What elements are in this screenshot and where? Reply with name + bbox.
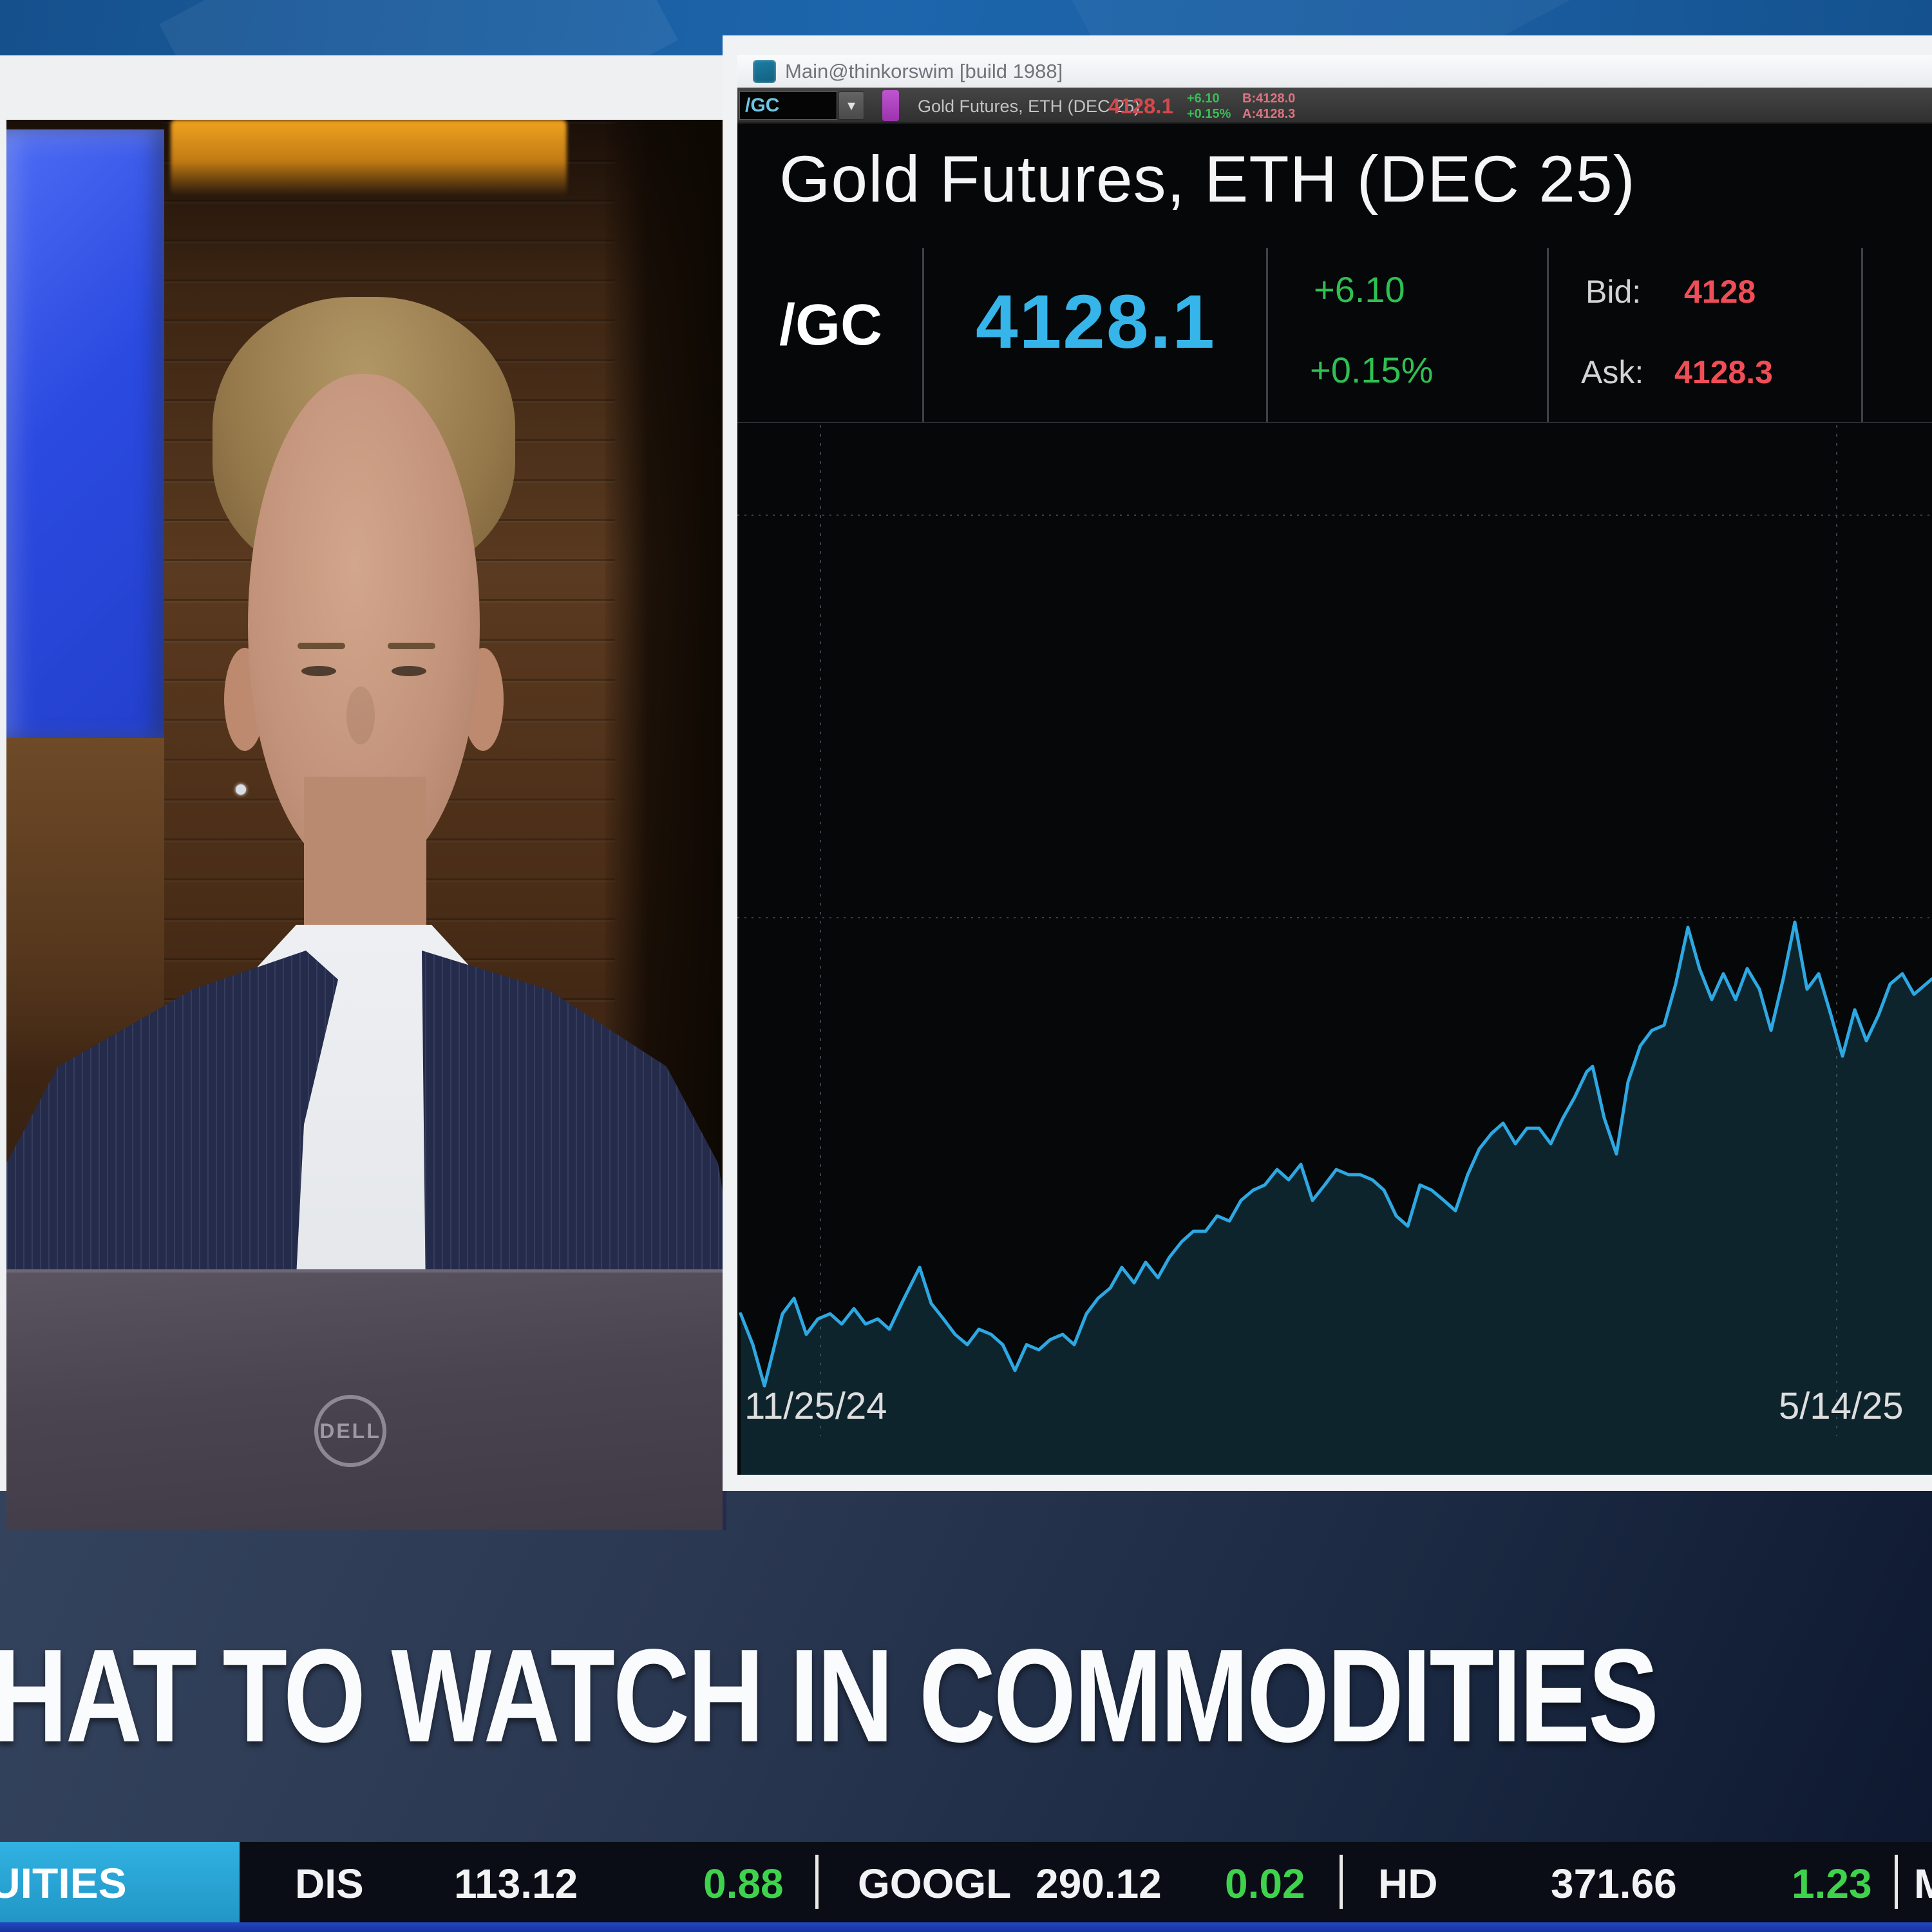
ticker-category-tab: UITIES — [0, 1842, 240, 1922]
ticker-price: 113.12 — [454, 1861, 578, 1907]
ask-value: 4128.3 — [1674, 354, 1773, 390]
symbol-toolbar: /GC ▼ Gold Futures, ETH (DEC 25) 4128.1 … — [737, 88, 1932, 124]
symbol-input[interactable]: /GC — [739, 91, 837, 120]
chart-instrument-title: Gold Futures, ETH (DEC 25) — [779, 142, 1636, 216]
quote-separator — [1547, 248, 1549, 422]
ticker-symbol: GOOGL — [858, 1861, 1012, 1907]
ticker-symbol: M — [1914, 1861, 1932, 1907]
x-axis-date-right: 5/14/25 — [1779, 1385, 1904, 1427]
anchor-eye — [392, 666, 426, 676]
toolbar-ask: A:4128.3 — [1242, 107, 1296, 121]
dell-laptop-lid: DELL — [6, 1269, 723, 1530]
ticker-change: 1.23 — [1792, 1861, 1872, 1907]
lower-third-banner: HAT TO WATCH IN COMMODITIES — [0, 1491, 1932, 1842]
headline-text: HAT TO WATCH IN COMMODITIES — [0, 1622, 1659, 1770]
price-line-chart[interactable] — [737, 425, 1932, 1475]
quote-symbol: /GC — [779, 293, 883, 357]
earring — [236, 784, 246, 795]
toolbar-bid: B:4128.0 — [1242, 91, 1296, 106]
bottom-blue-strip — [0, 1922, 1932, 1932]
studio-video-frame: DELL — [0, 55, 739, 1530]
toolbar-last-price: 4128.1 — [1108, 94, 1173, 118]
dell-logo-text: DELL — [319, 1419, 381, 1443]
ticker-price: 290.12 — [1036, 1861, 1162, 1907]
window-titlebar[interactable]: Main@thinkorswim [build 1988] — [737, 55, 1932, 88]
ticker-tab-label: UITIES — [0, 1859, 127, 1907]
ticker-change: 0.88 — [703, 1861, 784, 1907]
studio-video: DELL — [6, 120, 726, 1530]
thinkorswim-app-icon — [753, 60, 776, 83]
thinkorswim-window: Main@thinkorswim [build 1988] /GC ▼ Gold… — [723, 35, 1932, 1491]
dell-logo: DELL — [314, 1395, 386, 1467]
anchor-nose — [346, 687, 375, 744]
toolbar-change: +6.10 — [1187, 91, 1220, 106]
anchor-eyebrow — [298, 643, 345, 649]
bid-label: Bid: — [1586, 274, 1642, 310]
ticker-change: 0.02 — [1225, 1861, 1305, 1907]
quote-separator — [1861, 248, 1863, 422]
bid-value: 4128 — [1684, 274, 1756, 310]
window-title: Main@thinkorswim [build 1988] — [785, 60, 1063, 82]
quote-change-pct: +0.15% — [1310, 350, 1434, 390]
x-axis-date-left: 11/25/24 — [744, 1385, 887, 1427]
blue-screen-panel — [6, 129, 164, 738]
quote-rule — [737, 422, 1932, 423]
toolbar-change-stack: +6.10 +0.15% — [1187, 91, 1231, 122]
anchor-eyebrow — [388, 643, 435, 649]
symbol-dropdown-button[interactable]: ▼ — [838, 91, 864, 120]
ticker-price: 371.66 — [1551, 1861, 1677, 1907]
anchor-eye — [301, 666, 336, 676]
chart-panel[interactable]: Gold Futures, ETH (DEC 25) /GC 4128.1 +6… — [737, 124, 1932, 1475]
stock-ticker-bar: UITIES DIS 113.12 0.88 GOOGL 290.12 0.02… — [0, 1842, 1932, 1922]
quote-separator — [1266, 248, 1268, 422]
ticker-symbol: DIS — [295, 1861, 364, 1907]
quote-last-price: 4128.1 — [976, 279, 1216, 365]
ticker-symbol: HD — [1378, 1861, 1438, 1907]
wood-lower-left — [6, 738, 164, 1073]
ticker-separator — [815, 1855, 819, 1909]
ticker-separator — [1895, 1855, 1898, 1909]
ask-label: Ask: — [1581, 354, 1644, 390]
toolbar-change-pct: +0.15% — [1187, 107, 1231, 121]
quote-change: +6.10 — [1314, 269, 1405, 310]
toolbar-instrument-description: Gold Futures, ETH (DEC 25) — [918, 97, 1141, 116]
chart-style-button[interactable] — [882, 90, 899, 121]
toolbar-bid-ask-stack: B:4128.0 A:4128.3 — [1242, 91, 1295, 122]
quote-separator — [922, 248, 924, 422]
amber-backlight — [171, 120, 567, 196]
ticker-separator — [1340, 1855, 1343, 1909]
